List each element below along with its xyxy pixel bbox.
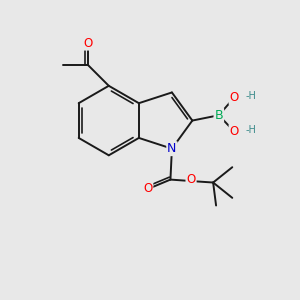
Text: N: N <box>167 142 177 155</box>
Text: B: B <box>214 109 223 122</box>
Text: O: O <box>186 173 196 186</box>
Text: O: O <box>83 37 92 50</box>
Text: -H: -H <box>245 125 256 135</box>
Text: -H: -H <box>245 91 256 101</box>
Text: O: O <box>230 125 239 138</box>
Text: O: O <box>143 182 152 195</box>
Text: O: O <box>230 91 239 104</box>
